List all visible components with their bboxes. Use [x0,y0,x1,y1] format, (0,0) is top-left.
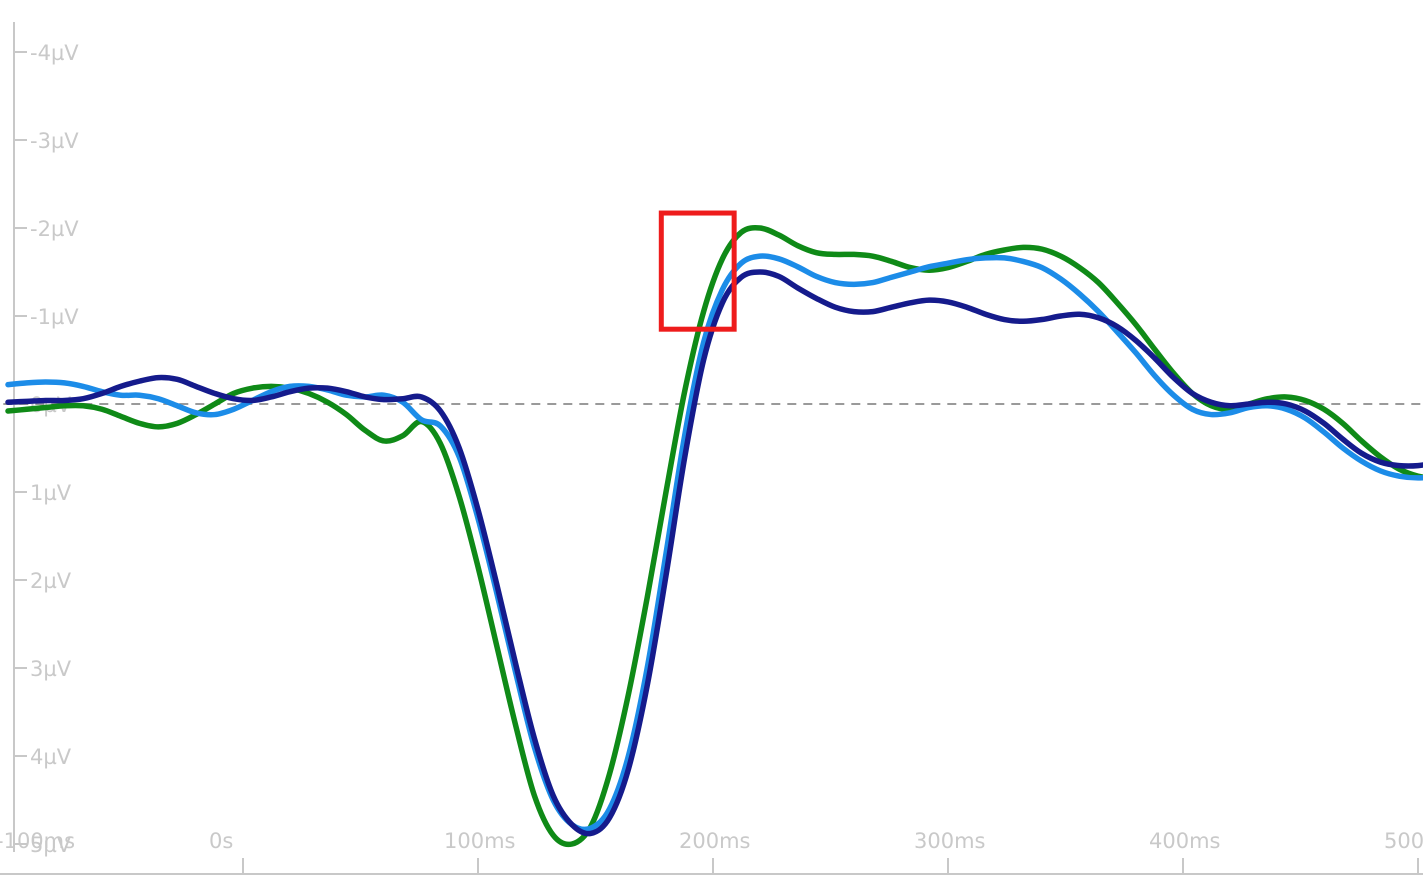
x-axis-tick-label: 400ms [1149,829,1220,853]
waveform-traces [5,225,1423,848]
measurement-window[interactable] [658,210,737,332]
x-axis-tick-label: 500ms [1384,829,1423,853]
x-axis-tick-label: -100ms [0,829,75,853]
y-axis-tick-label: 1µV [30,481,72,505]
y-axis-tick-label: -1µV [30,305,79,329]
y-axis-tick-label: 3µV [30,657,72,681]
y-axis-tick-label: -3µV [30,129,79,153]
y-axis-tick-label: -4µV [30,41,79,65]
x-axis-tick-label: 100ms [444,829,515,853]
y-axis-tick-label: 4µV [30,745,72,769]
y-axis-tick-label: -2µV [30,217,79,241]
navy-waveform [5,269,1423,837]
x-axis-tick-label: 200ms [679,829,750,853]
x-axis-tick-label: 0s [209,829,233,853]
x-axis-tick-label: 300ms [914,829,985,853]
light-blue-waveform [5,253,1423,833]
y-axis-tick-label: 2µV [30,569,72,593]
measurement-window-rect[interactable] [658,210,737,332]
y-axis-tick-label: 5µV [30,833,72,857]
time-axis: -100ms 0s 100ms 200ms 300ms 400ms 500ms [0,829,1423,875]
